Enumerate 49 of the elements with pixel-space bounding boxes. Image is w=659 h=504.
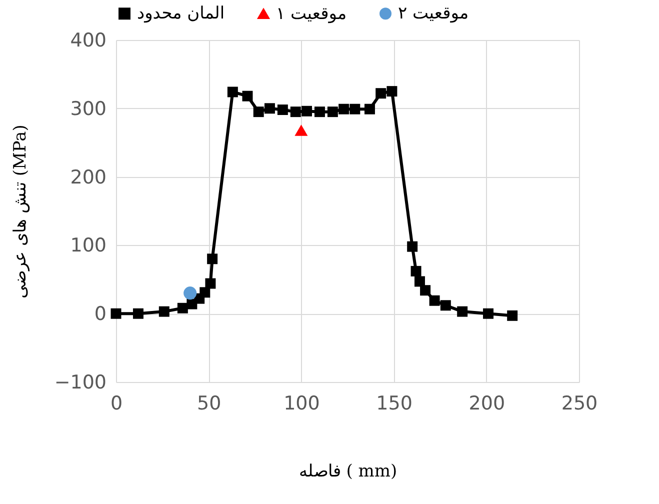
y-tick-label: 100 [70, 234, 106, 257]
point [364, 104, 375, 114]
x-tick-label: 150 [376, 392, 412, 414]
point [429, 295, 440, 306]
point [302, 106, 312, 116]
y-tick-label: 200 [70, 166, 106, 188]
x-tick-label: 250 [561, 392, 598, 414]
x-tick-label: 100 [284, 392, 320, 414]
point [376, 88, 386, 99]
point [386, 86, 398, 97]
point [132, 308, 144, 319]
point [242, 90, 253, 102]
point [410, 266, 422, 276]
point [264, 103, 275, 114]
point [314, 106, 325, 118]
x-tick-label: 200 [468, 392, 506, 414]
point [290, 106, 301, 118]
legend-label: موقعیت ۱ [276, 4, 347, 24]
point [200, 287, 210, 298]
point [253, 106, 264, 118]
point [205, 278, 216, 289]
point [507, 310, 518, 321]
point [407, 241, 418, 252]
point [414, 276, 425, 287]
x-axis-title: فاصله ( mm) [298, 462, 398, 482]
point [294, 124, 308, 136]
point [440, 300, 451, 311]
point [327, 106, 338, 118]
point [207, 254, 218, 264]
y-tick-label: 300 [70, 98, 106, 120]
x-tick-label: 0 [110, 392, 123, 414]
y-tick-label: 400 [70, 30, 106, 52]
point [277, 104, 288, 116]
y-axis-title: تنش های عرضی (MPa) [10, 124, 30, 298]
point [184, 286, 197, 300]
point [483, 308, 494, 319]
point [110, 308, 122, 319]
y-tick-label: −100 [54, 372, 106, 394]
legend-label: موقعیت ۲ [398, 4, 469, 24]
point [350, 104, 360, 114]
point [158, 306, 170, 317]
point [457, 306, 468, 317]
x-tick-label: 50 [197, 392, 222, 414]
y-tick-label: 0 [94, 303, 106, 326]
legend-label: المان محدود [137, 4, 225, 24]
point [177, 302, 188, 314]
point [227, 86, 238, 98]
point [420, 285, 431, 296]
point [338, 104, 350, 114]
